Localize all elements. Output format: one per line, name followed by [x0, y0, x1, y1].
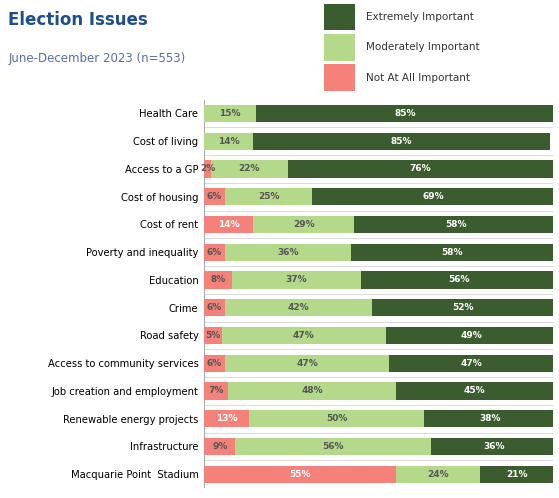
Bar	[204, 160, 211, 178]
Text: 13%: 13%	[216, 414, 238, 423]
Bar	[204, 132, 253, 150]
Text: Not At All Important: Not At All Important	[366, 73, 470, 83]
Bar	[424, 410, 557, 427]
Bar	[257, 105, 553, 122]
Bar	[249, 410, 424, 427]
Text: 25%: 25%	[258, 192, 280, 201]
Text: 24%: 24%	[427, 470, 449, 479]
Text: 36%: 36%	[484, 442, 505, 451]
Text: 37%: 37%	[286, 275, 307, 284]
Bar	[204, 355, 225, 372]
Bar	[361, 271, 557, 288]
Text: 29%: 29%	[293, 220, 314, 229]
Bar	[204, 271, 232, 288]
Bar	[229, 382, 396, 399]
Bar	[204, 299, 225, 316]
Bar	[204, 438, 235, 455]
Text: 6%: 6%	[207, 303, 222, 312]
Bar	[253, 216, 354, 233]
Bar	[389, 355, 553, 372]
Bar	[204, 244, 225, 261]
Text: 58%: 58%	[445, 220, 466, 229]
Text: Election Issues: Election Issues	[8, 11, 148, 29]
Text: 5%: 5%	[205, 331, 220, 340]
Bar	[204, 410, 249, 427]
Bar	[354, 216, 557, 233]
Bar	[204, 216, 253, 233]
Bar	[431, 438, 557, 455]
FancyBboxPatch shape	[324, 4, 355, 30]
Text: 9%: 9%	[212, 442, 228, 451]
Text: 56%: 56%	[448, 275, 470, 284]
Text: 69%: 69%	[422, 192, 444, 201]
Bar	[204, 382, 229, 399]
Text: 6%: 6%	[207, 359, 222, 368]
Text: 52%: 52%	[452, 303, 473, 312]
Text: 36%: 36%	[277, 248, 299, 256]
Text: 56%: 56%	[323, 442, 344, 451]
Bar	[225, 244, 351, 261]
Text: 38%: 38%	[480, 414, 501, 423]
Text: 58%: 58%	[442, 248, 463, 256]
Bar	[235, 438, 431, 455]
Text: Moderately Important: Moderately Important	[366, 42, 480, 52]
Bar	[204, 327, 221, 344]
Bar	[253, 132, 550, 150]
Text: 15%: 15%	[220, 109, 241, 118]
Bar	[225, 355, 389, 372]
Bar	[204, 105, 257, 122]
Text: 21%: 21%	[506, 470, 528, 479]
Bar	[204, 466, 396, 483]
FancyBboxPatch shape	[324, 34, 355, 61]
Text: Extremely Important: Extremely Important	[366, 12, 474, 22]
Bar	[351, 244, 553, 261]
Bar	[221, 327, 386, 344]
Bar	[386, 327, 557, 344]
FancyBboxPatch shape	[324, 64, 355, 91]
Text: June-December 2023 (n=553): June-December 2023 (n=553)	[8, 52, 186, 65]
Text: 48%: 48%	[301, 386, 323, 395]
Text: 47%: 47%	[296, 359, 318, 368]
Bar	[396, 382, 553, 399]
Text: 14%: 14%	[217, 137, 239, 146]
Text: 49%: 49%	[461, 331, 482, 340]
Text: 7%: 7%	[209, 386, 224, 395]
Text: 2%: 2%	[200, 164, 215, 173]
Text: 8%: 8%	[210, 275, 226, 284]
Text: 14%: 14%	[217, 220, 239, 229]
Text: 55%: 55%	[290, 470, 311, 479]
Bar	[225, 299, 372, 316]
Bar	[204, 188, 225, 205]
Bar	[312, 188, 553, 205]
Text: 45%: 45%	[464, 386, 486, 395]
Bar	[396, 466, 480, 483]
Bar	[288, 160, 553, 178]
Text: 47%: 47%	[461, 359, 482, 368]
Text: 42%: 42%	[287, 303, 309, 312]
Text: 85%: 85%	[391, 137, 412, 146]
Bar	[225, 188, 312, 205]
Bar	[211, 160, 288, 178]
Text: 6%: 6%	[207, 248, 222, 256]
Bar	[480, 466, 553, 483]
Text: 6%: 6%	[207, 192, 222, 201]
Bar	[372, 299, 553, 316]
Text: 85%: 85%	[394, 109, 416, 118]
Text: 47%: 47%	[293, 331, 315, 340]
Bar	[232, 271, 361, 288]
Text: 22%: 22%	[239, 164, 260, 173]
Text: 76%: 76%	[410, 164, 432, 173]
Text: 50%: 50%	[326, 414, 348, 423]
